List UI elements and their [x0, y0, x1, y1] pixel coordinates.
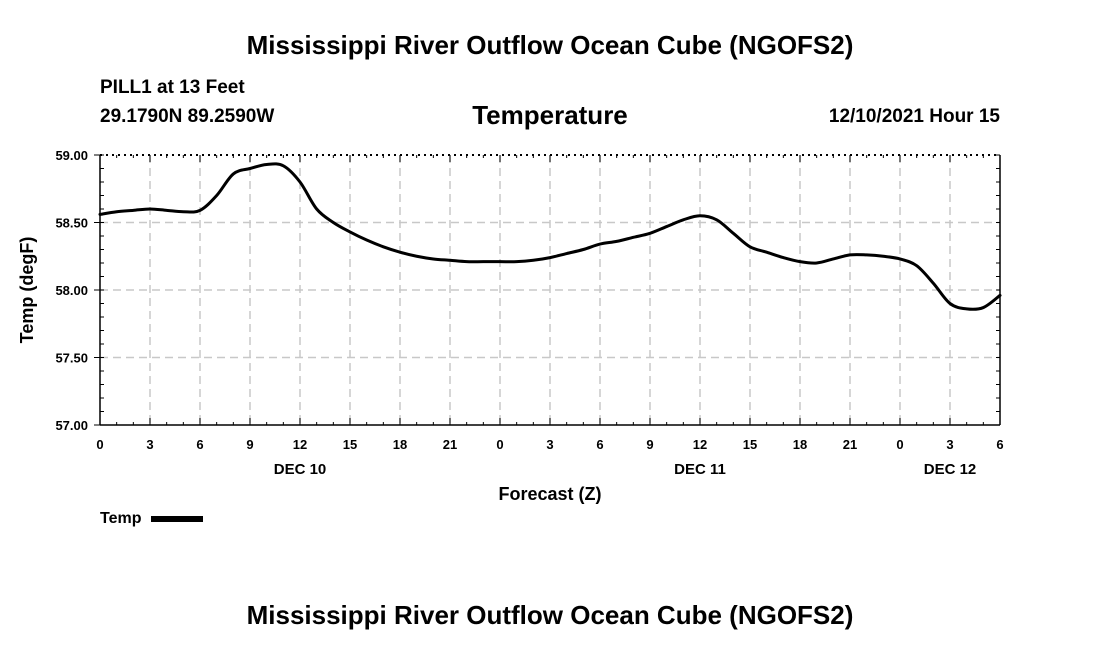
x-tick-label: 21 [443, 437, 457, 452]
main-title: Mississippi River Outflow Ocean Cube (NG… [246, 30, 854, 60]
footer-title: Mississippi River Outflow Ocean Cube (NG… [246, 600, 854, 630]
legend-label: Temp [100, 510, 142, 527]
x-tick-label: 18 [793, 437, 807, 452]
y-tick-label: 57.50 [55, 351, 88, 366]
x-tick-label: 0 [96, 437, 103, 452]
forecast-datetime: 12/10/2021 Hour 15 [828, 106, 1000, 127]
x-tick-label: 15 [343, 437, 357, 452]
x-tick-label: 6 [596, 437, 603, 452]
x-tick-label: 21 [843, 437, 857, 452]
station-coordinates: 29.1790N 89.2590W [100, 106, 275, 127]
y-tick-label: 58.50 [55, 216, 88, 231]
grid [100, 155, 1000, 425]
x-tick-label: 6 [996, 437, 1003, 452]
x-tick-label: 3 [546, 437, 553, 452]
y-tick-label: 58.00 [55, 283, 88, 298]
chart-title: Temperature [472, 100, 628, 130]
x-tick-label: 3 [946, 437, 953, 452]
series-layer [98, 162, 1002, 311]
x-day-label: DEC 10 [274, 461, 327, 478]
legend: Temp [100, 510, 204, 528]
x-tick-label: 15 [743, 437, 757, 452]
x-tick-label: 0 [896, 437, 903, 452]
x-tick-label: 0 [496, 437, 503, 452]
x-tick-label: 18 [393, 437, 407, 452]
x-tick-label: 12 [293, 437, 307, 452]
x-day-label: DEC 12 [924, 461, 977, 478]
x-tick-label: 9 [646, 437, 653, 452]
x-tick-label: 6 [196, 437, 203, 452]
y-tick-label: 57.00 [55, 418, 88, 433]
station-label: PILL1 at 13 Feet [100, 77, 245, 98]
x-axis-label: Forecast (Z) [498, 484, 601, 504]
x-tick-label: 3 [146, 437, 153, 452]
axes: 57.00 57.50 58.00 58.50 59.00 0 3 6 9 12 15 18 21 0 3 6… [55, 148, 1003, 478]
x-tick-label: 9 [246, 437, 253, 452]
x-day-label: DEC 11 [674, 461, 726, 478]
x-tick-label: 12 [693, 437, 707, 452]
legend-line-swatch [151, 516, 204, 522]
y-axis-label: Temp (degF) [17, 237, 37, 344]
y-tick-label: 59.00 [55, 148, 88, 163]
temp-series-line [98, 162, 1002, 311]
